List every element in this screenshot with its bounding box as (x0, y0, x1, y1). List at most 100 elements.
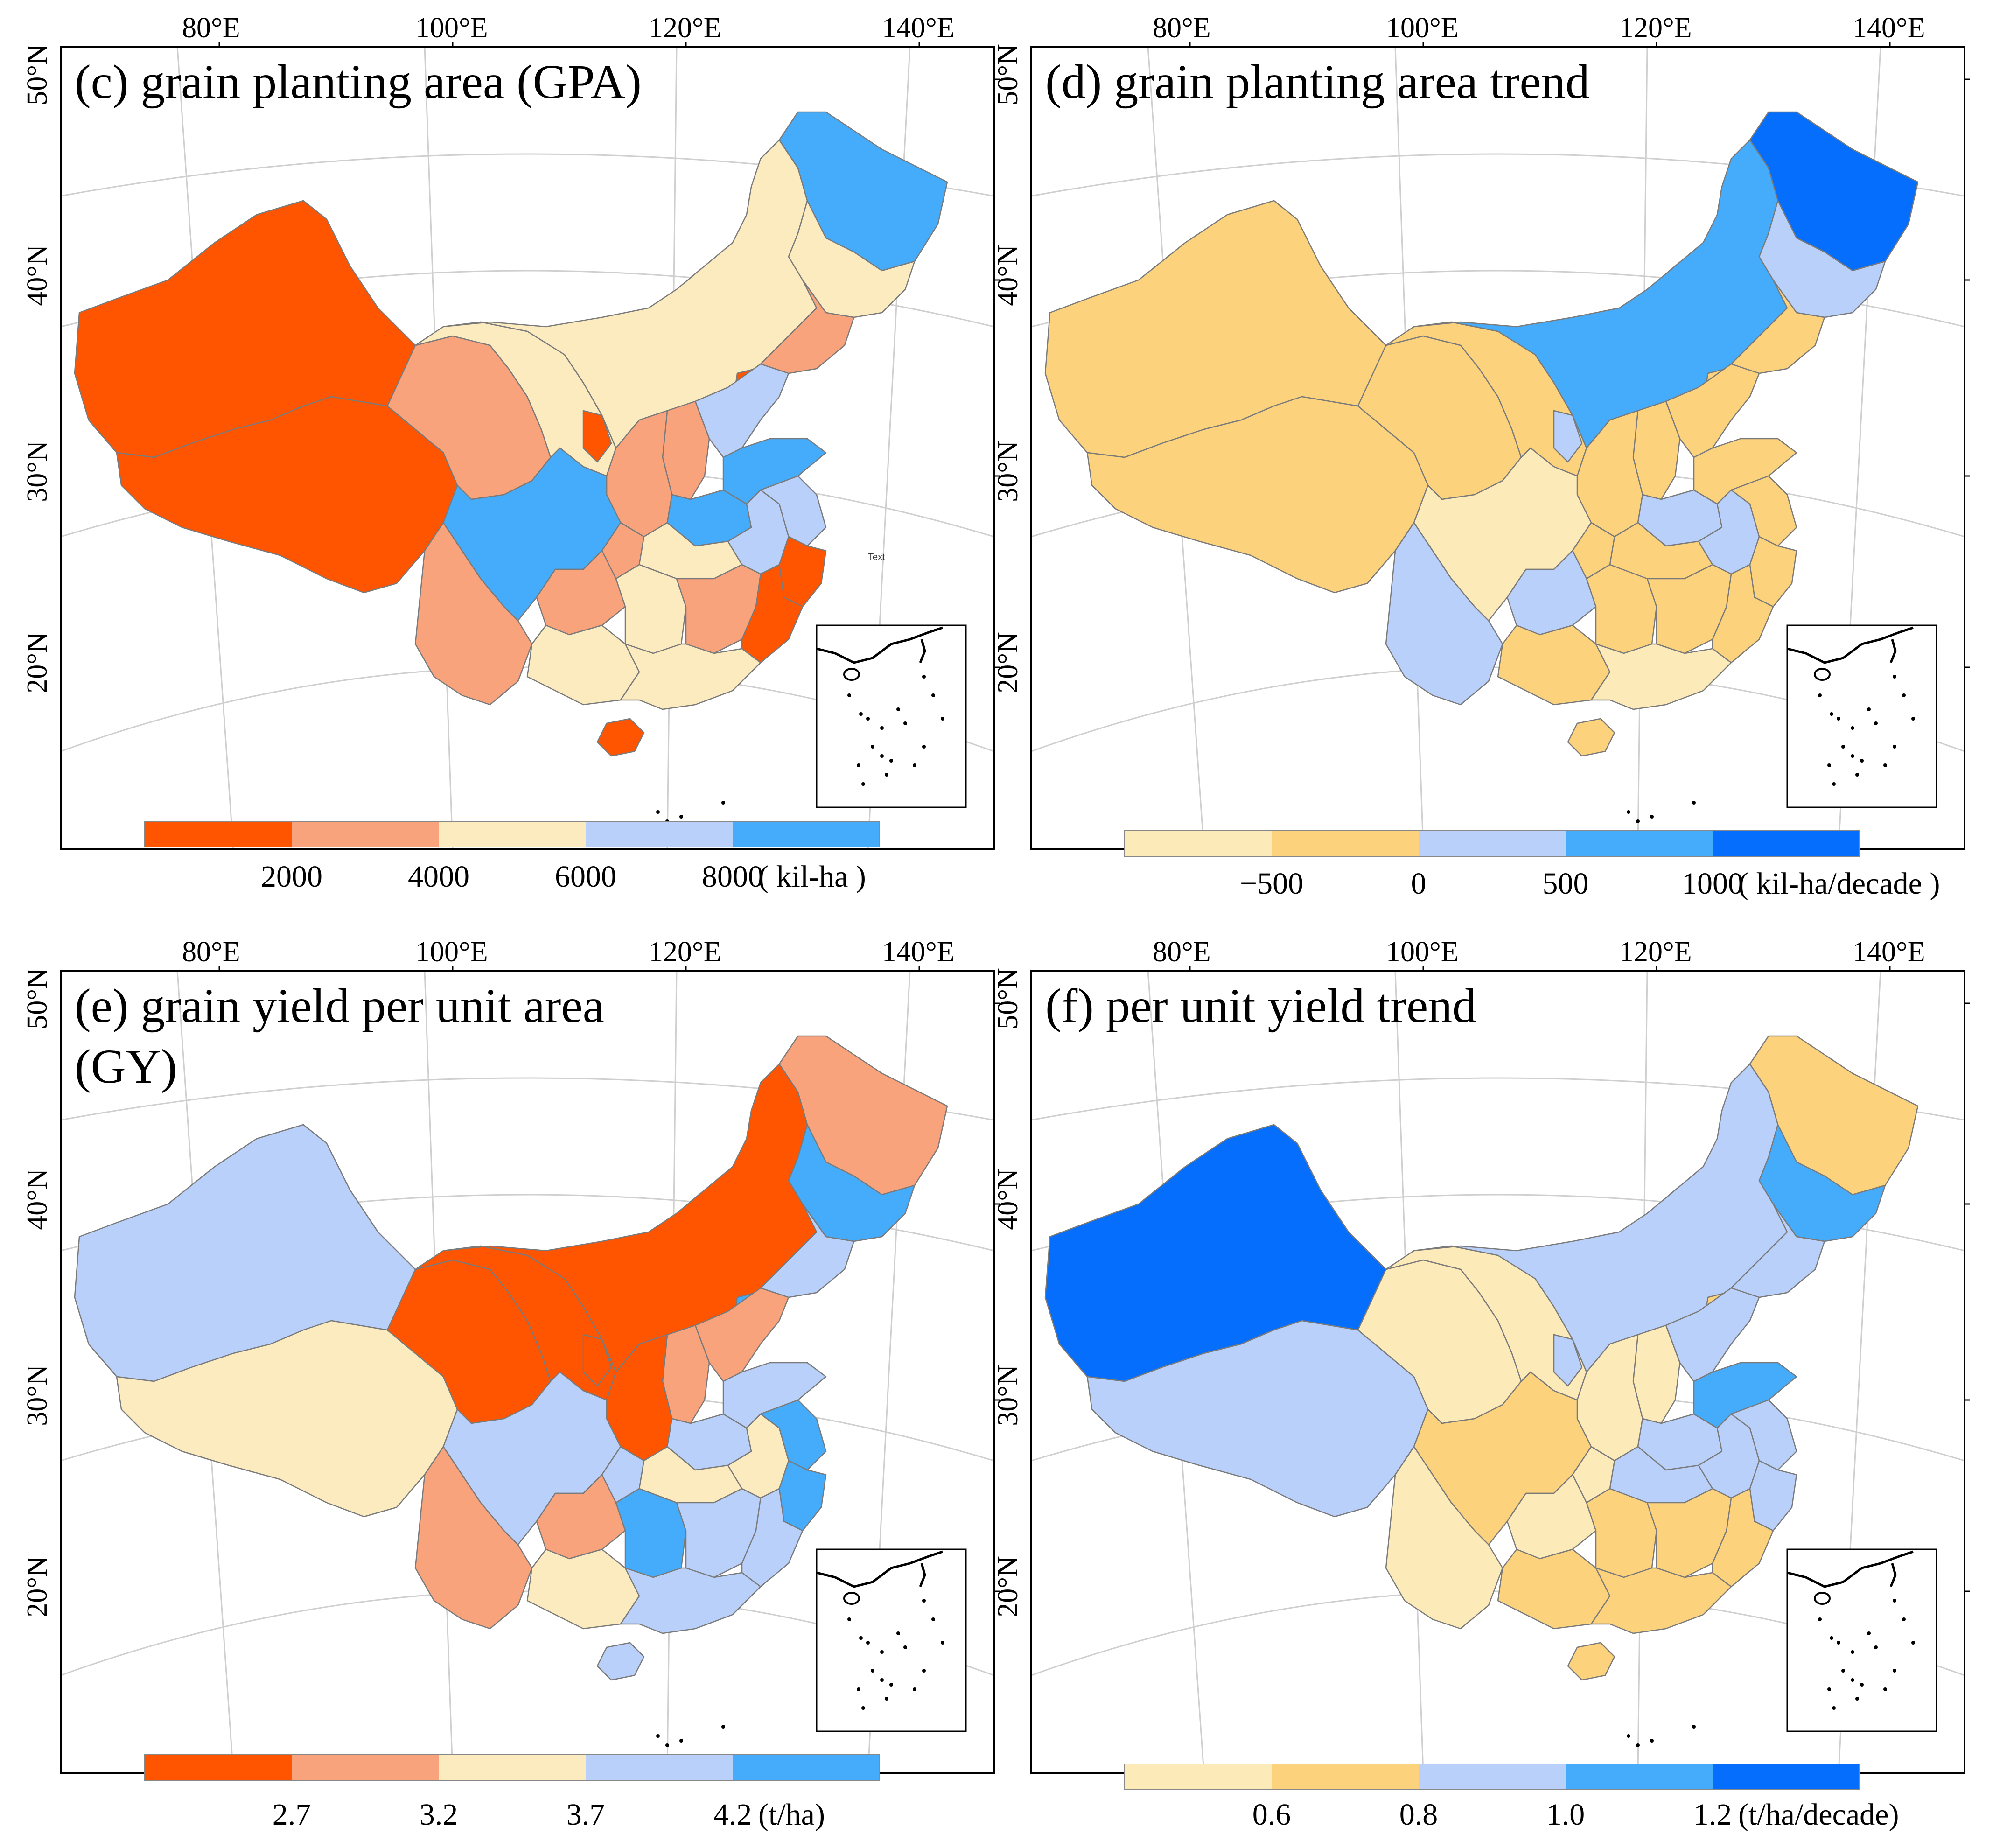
province-liaoning (1730, 1203, 1825, 1298)
colorbar-segment (1125, 1764, 1272, 1790)
latitude-label: 50°N (992, 44, 1024, 105)
colorbar-segment (1419, 831, 1566, 856)
colorbar-segment (1419, 1764, 1566, 1790)
colorbar-outline (144, 1754, 880, 1781)
colorbar-d: −500 0 500 1000( kil-ha/decade ) (1124, 830, 1940, 901)
inset-frame (816, 624, 967, 808)
province-hebei (694, 363, 790, 458)
province-guangdong (620, 643, 762, 710)
colorbar-tick-label: 1.2 (1693, 1798, 1732, 1832)
colorbar-segment (1713, 831, 1860, 856)
inset-hainan (1814, 1592, 1831, 1605)
island-dot (1692, 1725, 1696, 1729)
inset-island (913, 763, 916, 767)
colorbar-e: 2.7 3.2 3.7 4.2 (t/ha) (144, 1754, 880, 1832)
inset-frame (816, 1548, 967, 1732)
longitude-label: 120°E (649, 936, 721, 968)
inset-island (1818, 693, 1822, 697)
island-dot (1627, 810, 1630, 814)
inset-island (922, 1599, 926, 1603)
inset-island (871, 745, 874, 749)
island-dot (679, 1739, 683, 1743)
longitude-label: 140°E (1853, 12, 1925, 44)
panel-title-e: (GY) (75, 1040, 177, 1093)
latitude-label: 50°N (21, 44, 53, 105)
inset-island (922, 675, 926, 679)
inset-island (1860, 1683, 1864, 1687)
inset-island (1841, 1669, 1845, 1673)
latitude-label: 20°N (992, 1556, 1024, 1617)
longitude-label: 140°E (882, 936, 955, 968)
province-hainan (596, 718, 645, 757)
colorbar-segment (439, 821, 586, 847)
map-panel-d: 80°E 100°E 120°E 140°E 50°N 40°N 30°N 20°N (d) g… (992, 12, 1970, 901)
province-shandong (1693, 1362, 1797, 1429)
colorbar-outline (144, 821, 880, 847)
province-ningxia (582, 1334, 612, 1387)
island-dot (656, 1734, 660, 1738)
map-panel-f: 80°E 100°E 120°E 140°E 50°N 40°N 30°N 20°N (f) p… (992, 936, 1970, 1832)
province-yunnan (1385, 1446, 1503, 1630)
longitude-label: 100°E (1386, 936, 1459, 968)
inset-island (1893, 675, 1896, 679)
colorbar-tick-label: 500 (1543, 867, 1589, 901)
province-hunan (615, 564, 687, 654)
island-dot (1636, 819, 1640, 823)
inset-island (1851, 754, 1854, 758)
panel-title-c: (c) grain planting area (GPA) (75, 55, 642, 109)
inset-island (1818, 1617, 1822, 1621)
inset-island (1827, 1687, 1831, 1691)
inset-island (1851, 1650, 1854, 1654)
province-hebei (1665, 1287, 1760, 1382)
inset-island (1867, 707, 1871, 711)
province-layer (1044, 111, 1919, 823)
inset-island (889, 759, 893, 763)
colorbar-segment (145, 821, 292, 847)
province-hunan (1586, 564, 1657, 654)
inset-coastline (1787, 1550, 1914, 1588)
inset-island (1893, 745, 1896, 749)
inset-island (1855, 1697, 1859, 1701)
province-fujian (741, 564, 804, 664)
colorbar-tick-label: 4.2 (713, 1798, 752, 1832)
island-dot (721, 1725, 725, 1729)
inset-island (1893, 1669, 1896, 1673)
province-hunan (1586, 1488, 1657, 1578)
latitude-label: 50°N (21, 968, 53, 1029)
south-china-sea-inset (1786, 1548, 1937, 1732)
inset-island (866, 1641, 870, 1645)
colorbar-tick-label: 3.2 (420, 1798, 458, 1832)
inset-island (941, 1641, 944, 1645)
inset-island (1837, 717, 1840, 721)
inset-coastline (816, 1550, 943, 1588)
province-layer (74, 111, 948, 823)
colorbar-c: 2000 4000 6000 8000( kil-ha ) (144, 821, 880, 894)
inset-hainan (1814, 668, 1831, 681)
colorbar-segment (1566, 831, 1713, 856)
inset-taiwan (919, 1563, 926, 1587)
longitude-label: 140°E (1853, 936, 1925, 968)
colorbar-tick-label: 2000 (261, 860, 322, 894)
inset-island (859, 1636, 863, 1640)
inset-island (922, 745, 926, 749)
province-hainan (1567, 718, 1615, 757)
inset-island (1893, 1599, 1896, 1603)
longitude-label: 120°E (1619, 12, 1692, 44)
latitude-label: 20°N (992, 632, 1024, 693)
inset-coastline (1787, 626, 1914, 664)
latitude-label: 40°N (21, 1169, 53, 1230)
province-guangdong (1590, 1567, 1732, 1634)
colorbar-segment (292, 1755, 439, 1780)
inset-island (931, 1617, 935, 1621)
province-yunnan (414, 1446, 533, 1630)
inset-island (1902, 693, 1906, 697)
longitude-label: 120°E (649, 12, 721, 44)
south-china-sea-inset (816, 1548, 967, 1732)
province-jilin (1758, 1124, 1886, 1242)
latitude-label: 30°N (992, 1365, 1024, 1426)
province-ningxia (582, 410, 612, 463)
island-dot (1650, 1739, 1654, 1743)
province-guangdong (620, 1567, 762, 1634)
inset-island (871, 1669, 874, 1673)
